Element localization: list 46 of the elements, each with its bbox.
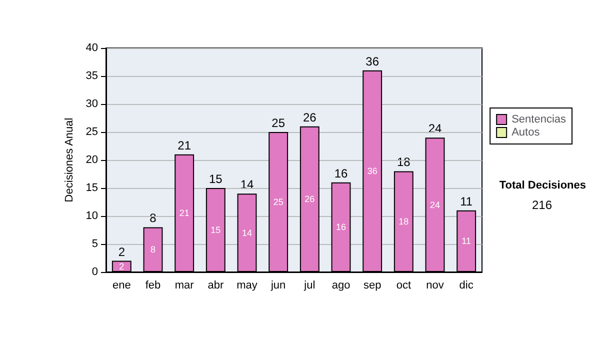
total-label: 25 xyxy=(272,116,286,130)
data-label: 2 xyxy=(119,261,124,272)
data-label: 24 xyxy=(430,200,440,210)
x-tick-label: may xyxy=(236,280,258,292)
data-label: 18 xyxy=(398,216,409,227)
y-tick-label: 10 xyxy=(86,210,98,222)
y-tick-label: 25 xyxy=(86,126,98,138)
x-tick-label: dic xyxy=(459,280,474,292)
y-tick-label: 15 xyxy=(86,182,98,194)
y-tick-label: 35 xyxy=(86,70,98,82)
y-tick-label: 20 xyxy=(86,154,98,166)
data-label: 15 xyxy=(210,225,221,235)
total-label: 21 xyxy=(178,138,192,152)
total-label: 15 xyxy=(208,172,223,186)
y-tick-label: 0 xyxy=(92,266,98,278)
x-tick-label: feb xyxy=(145,280,161,292)
data-label: 11 xyxy=(462,236,472,246)
text: Total Decisiones xyxy=(499,180,586,192)
data-label: 8 xyxy=(150,244,156,255)
x-tick-label: jul xyxy=(303,280,316,292)
y-tick-label: 40 xyxy=(86,42,98,54)
y-tick-label: 30 xyxy=(86,98,98,110)
y-tick-label: 5 xyxy=(92,238,98,250)
text: 216 xyxy=(532,198,552,212)
total-label: 2 xyxy=(118,244,126,259)
x-tick-label: nov xyxy=(426,280,444,292)
x-tick-label: sep xyxy=(363,280,382,292)
total-label: 11 xyxy=(460,194,473,208)
total-label: 16 xyxy=(334,166,348,180)
data-label: 16 xyxy=(336,222,346,232)
total-label: 36 xyxy=(366,54,380,68)
data-label: 25 xyxy=(273,197,284,207)
x-tick-label: ago xyxy=(332,280,350,292)
x-tick-label: oct xyxy=(396,280,412,292)
x-tick-label: mar xyxy=(174,280,194,292)
x-tick-label: ene xyxy=(112,280,131,292)
data-label: 36 xyxy=(367,166,378,176)
total-label: 26 xyxy=(302,110,317,124)
legend-label: Sentencias xyxy=(512,114,566,126)
data-label: 26 xyxy=(304,194,315,204)
data-label: 14 xyxy=(242,228,252,238)
data-label: 21 xyxy=(179,208,190,218)
x-tick-label: jun xyxy=(270,280,286,292)
x-tick-label: abr xyxy=(208,280,224,292)
y-axis-title: Decisiones Anual xyxy=(63,118,76,202)
legend-label: Autos xyxy=(512,126,540,138)
